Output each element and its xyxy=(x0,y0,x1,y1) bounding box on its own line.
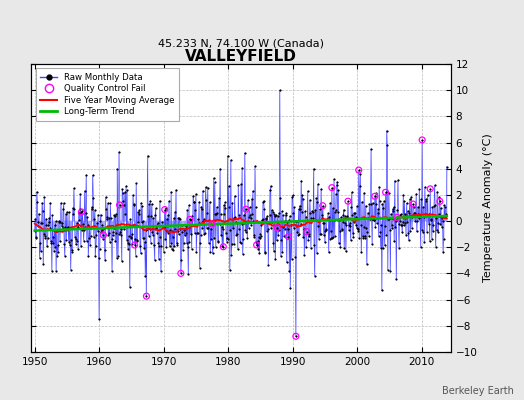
Line: Raw Monthly Data: Raw Monthly Data xyxy=(34,89,447,337)
Quality Control Fail xyxy=(292,333,300,340)
Long-Term Trend xyxy=(156,224,162,228)
Quality Control Fail xyxy=(409,201,417,207)
Five Year Moving Average xyxy=(192,224,199,228)
Five Year Moving Average xyxy=(283,222,290,227)
Line: Five Year Moving Average: Five Year Moving Average xyxy=(35,214,447,233)
Quality Control Fail xyxy=(130,242,139,248)
Quality Control Fail xyxy=(273,224,281,231)
Quality Control Fail xyxy=(142,293,150,299)
Quality Control Fail xyxy=(392,214,401,220)
Five Year Moving Average xyxy=(156,228,162,233)
Five Year Moving Average xyxy=(444,216,450,221)
Quality Control Fail xyxy=(208,221,216,227)
Five Year Moving Average xyxy=(31,221,38,226)
Five Year Moving Average xyxy=(177,227,183,232)
Quality Control Fail xyxy=(381,189,390,196)
Quality Control Fail xyxy=(344,198,352,204)
Five Year Moving Average xyxy=(80,224,86,228)
Raw Monthly Data xyxy=(80,222,86,226)
Text: Berkeley Earth: Berkeley Earth xyxy=(442,386,514,396)
Raw Monthly Data xyxy=(176,216,182,221)
Y-axis label: Temperature Anomaly (°C): Temperature Anomaly (°C) xyxy=(483,134,493,282)
Raw Monthly Data xyxy=(283,260,290,264)
Long-Term Trend xyxy=(306,218,312,223)
Quality Control Fail xyxy=(115,202,124,208)
Title: VALLEYFIELD: VALLEYFIELD xyxy=(185,49,297,64)
Long-Term Trend xyxy=(444,214,450,218)
Five Year Moving Average xyxy=(170,230,176,235)
Quality Control Fail xyxy=(302,228,311,235)
Raw Monthly Data xyxy=(31,229,38,234)
Quality Control Fail xyxy=(77,209,85,215)
Quality Control Fail xyxy=(426,186,434,192)
Quality Control Fail xyxy=(355,167,363,173)
Raw Monthly Data xyxy=(444,164,450,169)
Quality Control Fail xyxy=(242,206,250,212)
Raw Monthly Data xyxy=(293,334,299,339)
Long-Term Trend xyxy=(80,226,86,231)
Five Year Moving Average xyxy=(307,220,313,225)
Quality Control Fail xyxy=(284,233,292,240)
Raw Monthly Data xyxy=(156,256,162,261)
Quality Control Fail xyxy=(160,206,169,213)
Raw Monthly Data xyxy=(277,88,283,92)
Quality Control Fail xyxy=(435,198,444,204)
Quality Control Fail xyxy=(370,193,379,200)
Quality Control Fail xyxy=(418,137,427,143)
Quality Control Fail xyxy=(186,216,194,222)
Raw Monthly Data xyxy=(307,211,313,216)
Long-Term Trend xyxy=(192,222,198,227)
Quality Control Fail xyxy=(253,242,261,248)
Quality Control Fail xyxy=(328,184,336,191)
Raw Monthly Data xyxy=(192,231,198,236)
Long-Term Trend xyxy=(176,223,182,228)
Quality Control Fail xyxy=(99,232,107,238)
Quality Control Fail xyxy=(219,244,227,250)
Quality Control Fail xyxy=(319,202,327,209)
Text: 45.233 N, 74.100 W (Canada): 45.233 N, 74.100 W (Canada) xyxy=(158,38,324,48)
Long-Term Trend xyxy=(31,228,38,233)
Five Year Moving Average xyxy=(422,211,429,216)
Quality Control Fail xyxy=(177,270,185,276)
Line: Long-Term Trend: Long-Term Trend xyxy=(35,216,447,231)
Legend: Raw Monthly Data, Quality Control Fail, Five Year Moving Average, Long-Term Tren: Raw Monthly Data, Quality Control Fail, … xyxy=(36,68,179,121)
Long-Term Trend xyxy=(283,219,289,224)
